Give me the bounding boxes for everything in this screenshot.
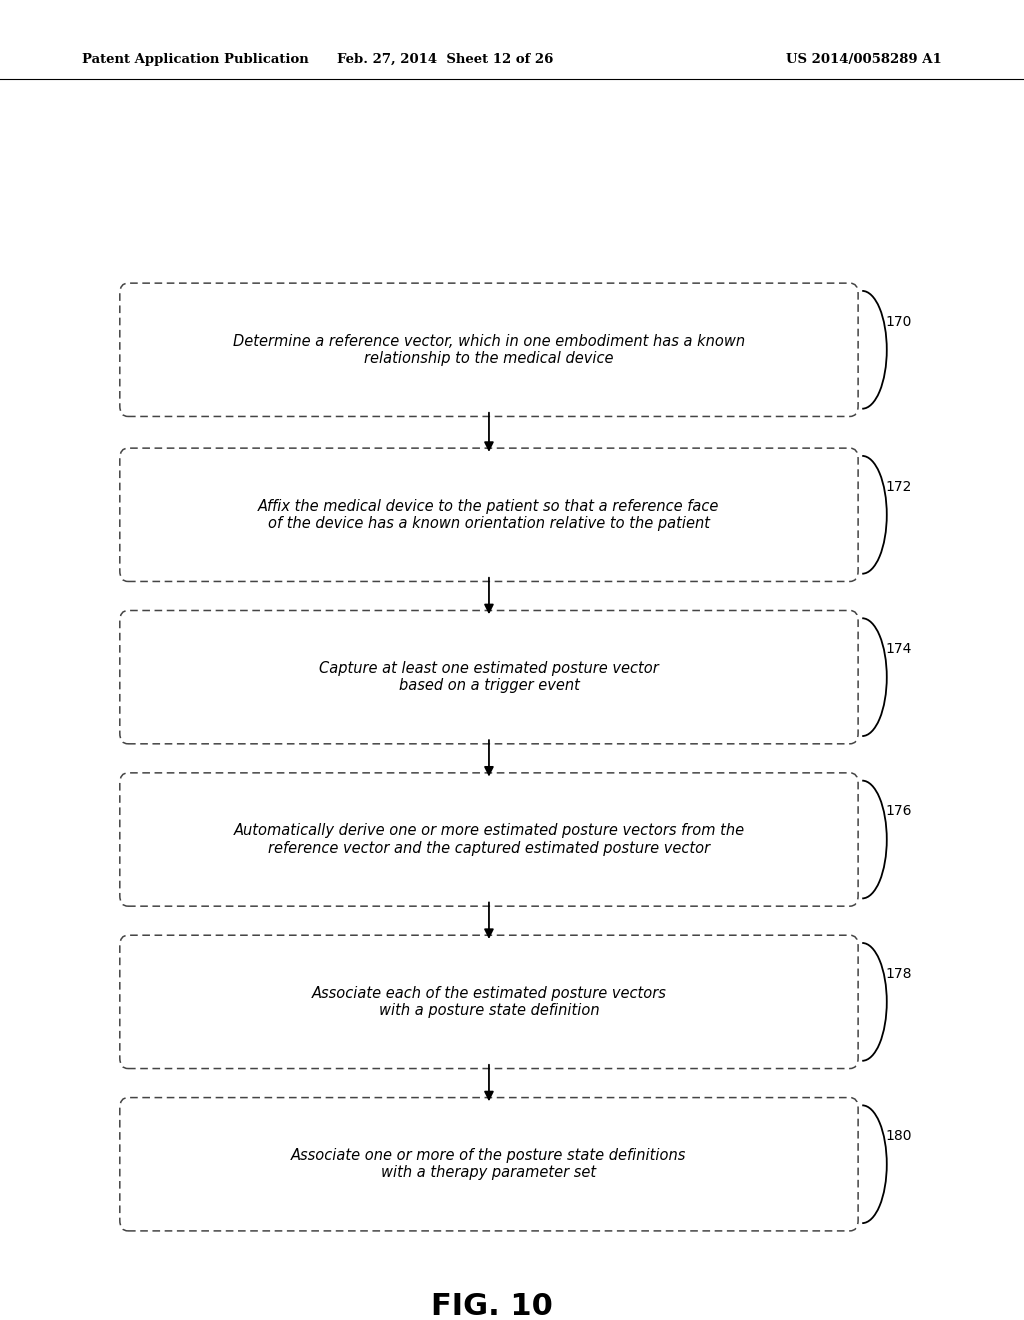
- Text: Determine a reference vector, which in one embodiment has a known
relationship t: Determine a reference vector, which in o…: [232, 334, 745, 366]
- Text: Automatically derive one or more estimated posture vectors from the
reference ve: Automatically derive one or more estimat…: [233, 824, 744, 855]
- FancyBboxPatch shape: [120, 935, 858, 1069]
- FancyBboxPatch shape: [120, 610, 858, 744]
- Text: 176: 176: [886, 804, 912, 818]
- Text: Patent Application Publication: Patent Application Publication: [82, 53, 308, 66]
- FancyBboxPatch shape: [120, 1098, 858, 1230]
- FancyBboxPatch shape: [120, 774, 858, 906]
- Text: Capture at least one estimated posture vector
based on a trigger event: Capture at least one estimated posture v…: [319, 661, 658, 693]
- Text: Affix the medical device to the patient so that a reference face
of the device h: Affix the medical device to the patient …: [258, 499, 720, 531]
- Text: 172: 172: [886, 479, 912, 494]
- Text: 170: 170: [886, 314, 912, 329]
- Text: Feb. 27, 2014  Sheet 12 of 26: Feb. 27, 2014 Sheet 12 of 26: [337, 53, 554, 66]
- FancyBboxPatch shape: [120, 284, 858, 417]
- Text: Associate each of the estimated posture vectors
with a posture state definition: Associate each of the estimated posture …: [311, 986, 667, 1018]
- Text: 180: 180: [886, 1129, 912, 1143]
- Text: US 2014/0058289 A1: US 2014/0058289 A1: [786, 53, 942, 66]
- Text: 174: 174: [886, 642, 912, 656]
- FancyBboxPatch shape: [120, 449, 858, 581]
- Text: Associate one or more of the posture state definitions
with a therapy parameter : Associate one or more of the posture sta…: [291, 1148, 687, 1180]
- Text: FIG. 10: FIG. 10: [430, 1292, 553, 1320]
- Text: 178: 178: [886, 966, 912, 981]
